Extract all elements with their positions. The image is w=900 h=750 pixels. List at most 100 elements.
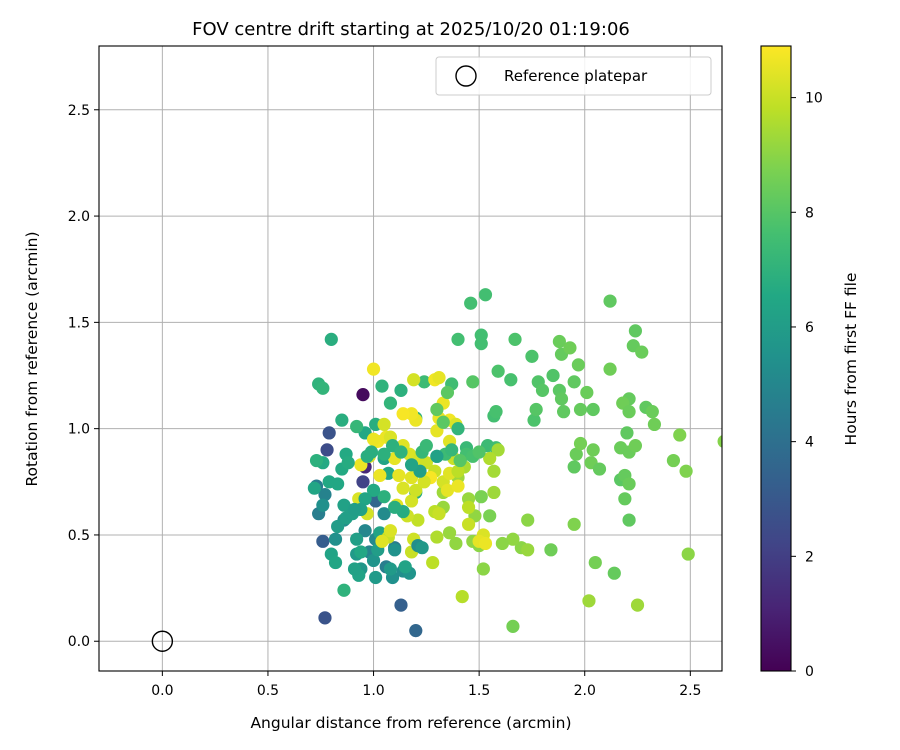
data-point (377, 447, 391, 461)
data-point (554, 392, 569, 406)
data-point (544, 543, 558, 557)
data-point (628, 439, 643, 453)
x-tick-label: 1.0 (362, 683, 384, 699)
data-point (430, 449, 444, 463)
data-point (506, 619, 520, 633)
data-point (476, 562, 490, 576)
colorbar-tick-label: 4 (805, 435, 814, 451)
data-point (377, 417, 391, 432)
x-tick-label: 0.5 (257, 683, 279, 699)
colorbar-tick-label: 2 (805, 549, 814, 565)
data-point (419, 439, 433, 453)
data-point (478, 288, 493, 302)
data-point (552, 334, 566, 349)
data-point (394, 383, 408, 397)
data-point (398, 560, 412, 574)
data-point (451, 464, 465, 478)
data-point (436, 415, 450, 429)
data-points (151, 288, 722, 652)
reference-platepar-marker (151, 630, 174, 652)
data-point (373, 468, 387, 483)
data-point (461, 517, 476, 531)
data-point (316, 498, 330, 512)
data-point (628, 324, 643, 338)
data-point (396, 407, 410, 421)
legend-box (435, 56, 712, 96)
data-point (337, 583, 351, 597)
data-point (567, 460, 581, 474)
colorbar-tick-label: 0 (805, 664, 814, 680)
data-point (557, 405, 571, 419)
data-point (316, 534, 330, 548)
data-point (366, 483, 381, 497)
data-point (328, 532, 343, 546)
data-point (666, 453, 681, 468)
data-point (474, 490, 488, 504)
data-point (630, 598, 645, 612)
data-point (318, 611, 332, 625)
data-point (571, 358, 585, 372)
x-tick-label: 2.0 (574, 683, 596, 699)
data-point (377, 490, 391, 504)
data-point (453, 453, 467, 468)
data-point (328, 555, 343, 570)
data-point (489, 405, 503, 419)
x-tick-label: 2.5 (679, 683, 701, 699)
grid (99, 46, 722, 671)
colorbar-label: Hours from first FF file (842, 273, 860, 446)
data-point (679, 464, 693, 478)
data-point (307, 481, 322, 495)
data-point (466, 375, 480, 389)
data-point (603, 362, 617, 376)
x-axis-label: Angular distance from reference (arcmin) (250, 714, 571, 732)
data-point (331, 477, 345, 491)
data-point (582, 594, 596, 608)
data-point (404, 458, 419, 472)
data-point (563, 341, 577, 355)
data-point (586, 402, 600, 417)
data-point (394, 598, 408, 612)
data-point (375, 379, 389, 393)
y-tick-label: 0.5 (68, 528, 90, 544)
data-point (580, 385, 594, 400)
data-point (603, 294, 617, 308)
y-tick-label: 1.0 (68, 422, 90, 438)
data-point (347, 562, 362, 576)
data-point (350, 532, 364, 546)
data-point (411, 513, 425, 527)
data-point (430, 402, 444, 417)
x-tick-label: 1.5 (468, 683, 490, 699)
data-point (487, 464, 501, 478)
data-point (396, 481, 410, 495)
y-tick-label: 2.0 (68, 209, 90, 225)
data-point (375, 534, 389, 548)
data-point (521, 513, 535, 527)
data-point (383, 396, 398, 410)
data-point (392, 468, 406, 483)
data-point (449, 536, 463, 551)
data-point (586, 443, 600, 457)
data-point (417, 475, 431, 489)
data-point (316, 381, 330, 395)
data-point (358, 492, 372, 506)
colorbar (760, 45, 792, 672)
data-point (347, 502, 362, 517)
data-point (622, 477, 636, 491)
data-point (426, 555, 440, 570)
colorbar-tick-label: 10 (805, 91, 823, 107)
data-point (525, 349, 539, 363)
data-point (478, 536, 493, 551)
data-point (535, 383, 550, 397)
data-point (521, 543, 535, 557)
colorbar-tick-label: 6 (805, 320, 814, 336)
data-point (388, 500, 402, 514)
data-point (635, 345, 649, 359)
data-point (407, 373, 421, 387)
data-point (350, 419, 364, 434)
data-point (322, 426, 336, 440)
data-point (354, 545, 368, 559)
data-point (506, 532, 520, 546)
data-point (573, 402, 588, 417)
data-point (491, 364, 505, 378)
data-point (445, 443, 459, 457)
